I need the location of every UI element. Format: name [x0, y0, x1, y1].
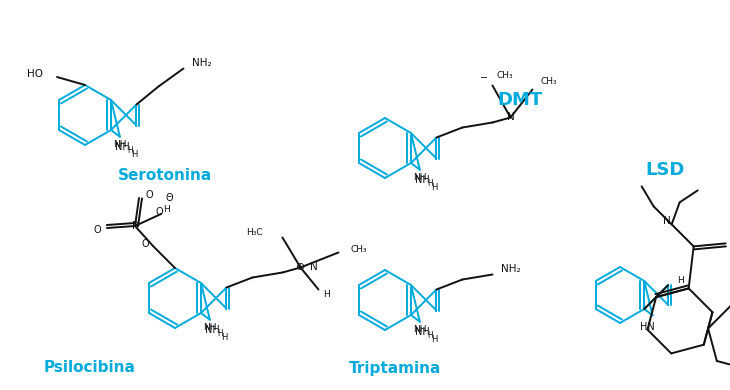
- Text: P: P: [132, 221, 138, 231]
- Text: O: O: [145, 190, 153, 200]
- Text: LSD: LSD: [645, 161, 685, 179]
- Text: NH: NH: [204, 325, 219, 335]
- Text: Serotonina: Serotonina: [118, 167, 212, 183]
- Text: H: H: [677, 276, 684, 285]
- Text: NH: NH: [113, 140, 127, 149]
- Text: N: N: [310, 262, 318, 273]
- Text: H: H: [163, 204, 169, 213]
- Text: CH₃: CH₃: [540, 77, 557, 86]
- Text: H: H: [131, 150, 137, 159]
- Text: HO: HO: [27, 69, 43, 79]
- Text: NH: NH: [413, 325, 426, 334]
- Text: Θ: Θ: [165, 193, 173, 203]
- Text: H₃C: H₃C: [246, 228, 263, 237]
- Text: NH: NH: [415, 327, 429, 337]
- Text: H: H: [431, 183, 437, 192]
- Text: NH₂: NH₂: [192, 58, 211, 69]
- Text: N: N: [507, 112, 515, 122]
- Text: Triptamina: Triptamina: [349, 360, 441, 376]
- Text: Psilocibina: Psilocibina: [44, 360, 136, 376]
- Text: H: H: [217, 329, 223, 338]
- Text: NH: NH: [115, 142, 129, 152]
- Text: O: O: [155, 207, 163, 217]
- Text: NH: NH: [203, 323, 217, 332]
- Text: −: −: [480, 73, 488, 83]
- Text: HN: HN: [640, 322, 655, 332]
- Text: NH: NH: [413, 173, 426, 182]
- Text: H: H: [220, 333, 227, 342]
- Text: CH₃: CH₃: [496, 71, 513, 80]
- Text: H: H: [323, 290, 330, 299]
- Text: NH₂: NH₂: [501, 264, 520, 275]
- Text: DMT: DMT: [497, 91, 542, 109]
- Text: NH: NH: [415, 175, 429, 185]
- Text: CH₃: CH₃: [350, 245, 366, 254]
- Text: O: O: [93, 225, 101, 235]
- Text: H: H: [427, 179, 433, 188]
- Text: N: N: [663, 216, 671, 226]
- Text: H: H: [431, 335, 437, 344]
- Text: O: O: [141, 239, 149, 249]
- Text: H: H: [427, 331, 433, 340]
- Text: H: H: [127, 146, 133, 155]
- Text: ⊕: ⊕: [296, 262, 305, 273]
